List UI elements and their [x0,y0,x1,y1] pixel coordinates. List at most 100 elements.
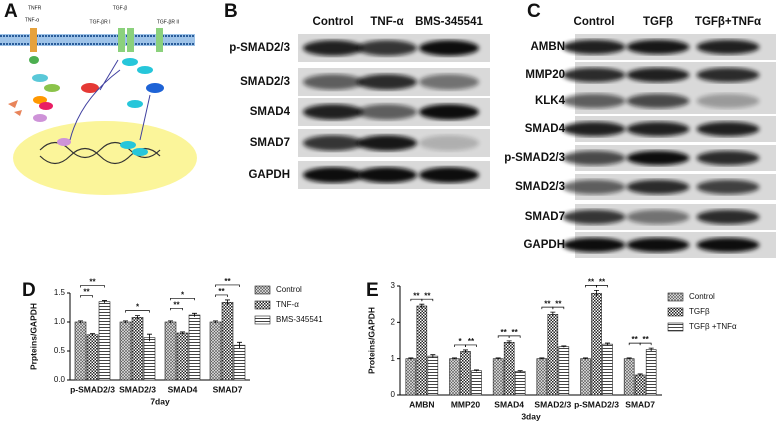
error-bar [474,369,479,372]
diagram-label: TGF-βR II [157,19,179,25]
error-bar [605,342,610,346]
significance-bracket [125,310,150,313]
bar [634,374,646,396]
legend-label: BMS-345541 [276,315,323,324]
x-tick-label: MMP20 [451,399,481,409]
blot-row-label: SMAD4 [525,123,566,135]
error-bar [539,357,545,360]
blot-row-label: GAPDH [523,239,565,251]
error-bar [561,345,567,348]
blot-band [696,209,760,225]
x-tick-label: SMAD2/3 [119,384,156,394]
legend-swatch [667,292,684,302]
error-bar [78,320,83,324]
significance-label: * [136,303,140,312]
significance-bracket [215,294,228,297]
bar [591,292,602,396]
error-bar [506,340,512,344]
blot-band [696,150,760,166]
blot-band [562,121,626,137]
significance-bracket [508,335,521,338]
y-tick-label: 1.0 [54,317,66,326]
blot-band [303,40,363,56]
blot-column-label: TGFβ+TNFα [695,16,761,28]
blot-band [562,150,626,166]
blot-band [419,74,479,90]
significance-label: * [181,290,185,299]
y-tick-label: 1 [391,354,396,363]
blot-row-label: KLK4 [535,95,566,107]
bar [449,358,460,396]
bar [514,371,526,396]
significance-label: ** [173,300,180,309]
blot-band [357,40,417,56]
blot-column-label: Control [574,16,615,28]
blot-band [626,121,690,137]
blot-band [419,40,479,56]
error-bar [430,354,436,358]
blot-band [562,179,626,195]
significance-bracket [639,342,652,346]
blot-row-label: SMAD7 [525,211,565,223]
bar [492,358,504,396]
blot-band [696,237,760,253]
significance-label: ** [632,335,639,344]
blot-band [562,209,626,225]
significance-label: ** [83,288,90,297]
significance-bracket [421,298,434,302]
legend-swatch [254,315,271,325]
bar [416,305,428,396]
bar [119,321,132,381]
bar [427,355,439,396]
diagram-label: TNF-α [25,17,39,23]
error-bar [192,312,197,317]
y-tick-label: 1.5 [54,288,66,297]
x-tick-label: SMAD4 [494,399,524,409]
blot-band [357,135,417,151]
bar [143,337,156,381]
significance-label: ** [555,299,562,308]
blot-row-label: MMP20 [525,69,565,81]
bar [580,358,591,396]
error-bar [594,289,599,297]
diagram-label: TGF-β [113,5,128,11]
error-bar [626,357,632,360]
significance-bracket [80,295,93,298]
bar [98,301,111,381]
error-bar [90,333,95,336]
blot-band [562,237,626,253]
y-tick-label: 2 [391,317,396,326]
blot-band [562,93,626,109]
x-tick-label: SMAD4 [168,384,198,394]
significance-label: ** [218,287,225,296]
error-bar [168,320,173,324]
significance-label: ** [501,328,508,337]
x-tick-label: p-SMAD2/3 [70,384,115,394]
blot-column-label: Control [313,16,354,28]
error-bar [102,300,107,303]
error-bar [408,357,414,360]
blot-band [626,93,690,109]
blot-row-label: p-SMAD2/3 [504,152,565,164]
legend-label: TGFβ +TNFα [689,322,737,331]
blot-band [562,67,626,83]
blot-band [626,39,690,55]
y-tick-label: 3 [391,281,396,290]
nucleus [13,121,197,195]
error-bar [213,320,218,324]
bar [471,370,482,396]
significance-label: ** [599,277,606,286]
significance-bracket [215,284,240,287]
bar [221,301,234,381]
bar [503,342,515,396]
bar [86,334,99,381]
error-bar [452,357,457,360]
error-bar [637,373,643,377]
bar [558,346,570,396]
significance-label: ** [643,335,650,344]
y-axis-label: Prpteins/GAPDH [28,303,38,370]
receptor [30,28,37,52]
blot-band [357,74,417,90]
significance-label: ** [89,278,96,287]
